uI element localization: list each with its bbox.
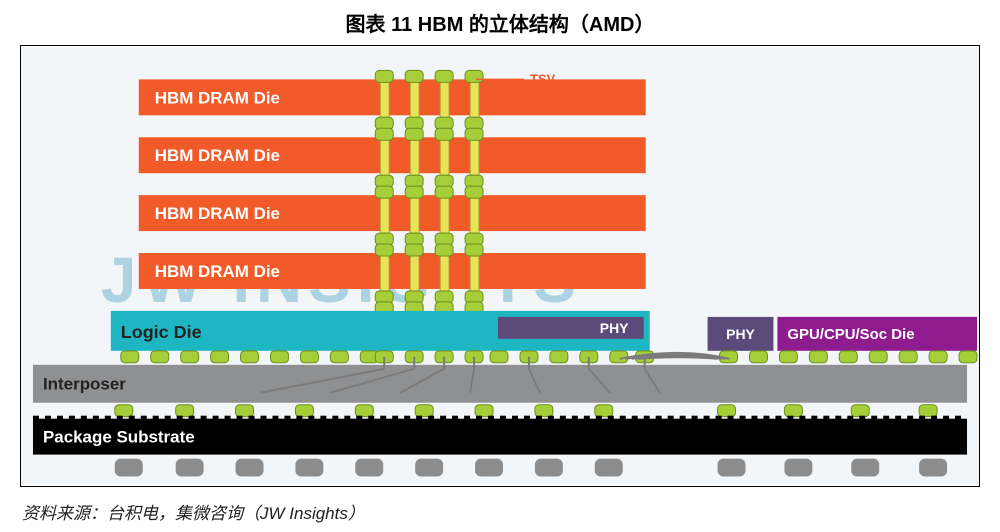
svg-text:HBM DRAM Die: HBM DRAM Die: [155, 146, 280, 165]
svg-text:TSV: TSV: [530, 71, 556, 86]
svg-text:Package Substrate: Package Substrate: [43, 428, 195, 447]
svg-text:PHY: PHY: [600, 320, 629, 336]
svg-text:PHY: PHY: [726, 326, 755, 342]
svg-text:HBM DRAM Die: HBM DRAM Die: [155, 262, 280, 281]
hbm-diagram: JW INSIGHTSHBM DRAM DieHBM DRAM DieHBM D…: [21, 46, 979, 486]
svg-text:Interposer: Interposer: [43, 375, 126, 394]
svg-text:HBM DRAM Die: HBM DRAM Die: [155, 88, 280, 107]
svg-text:Microbump: Microbump: [530, 89, 600, 104]
svg-text:Logic Die: Logic Die: [121, 322, 202, 342]
diagram-container: JW INSIGHTSHBM DRAM DieHBM DRAM DieHBM D…: [20, 45, 980, 487]
svg-text:GPU/CPU/Soc Die: GPU/CPU/Soc Die: [787, 326, 914, 343]
figure-title: 图表 11 HBM 的立体结构（AMD）: [0, 0, 1000, 41]
svg-text:HBM DRAM Die: HBM DRAM Die: [155, 204, 280, 223]
source-footer: 资料来源：台积电，集微咨询（JW Insights）: [22, 499, 365, 524]
